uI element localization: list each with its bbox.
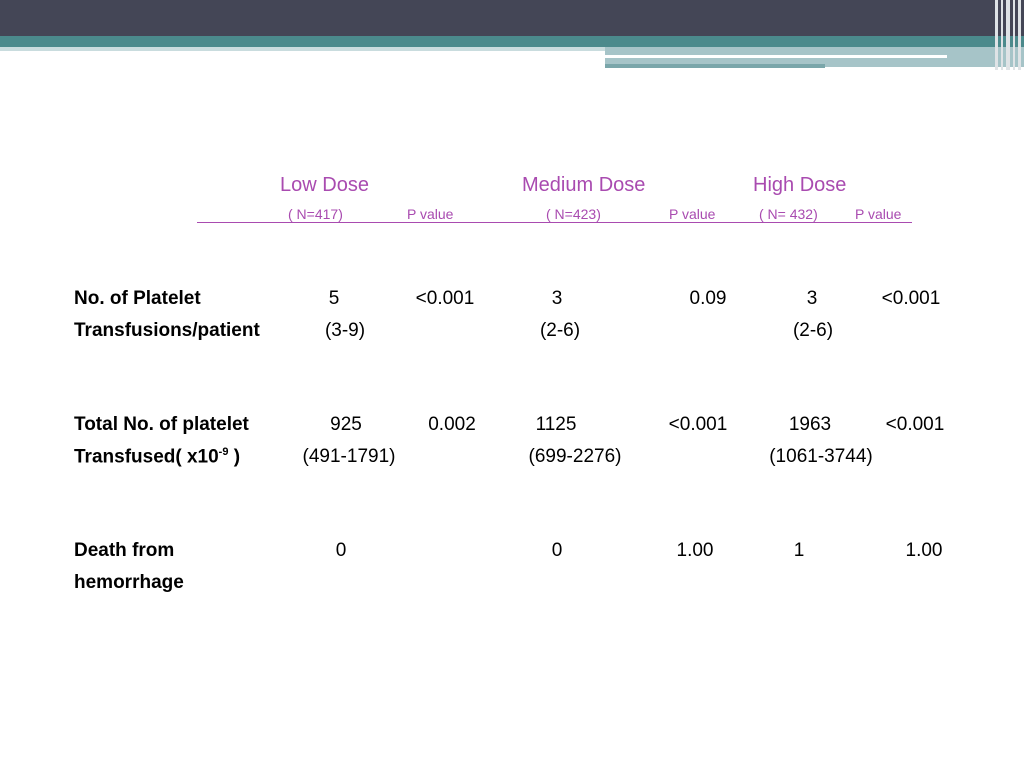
cell-low-range: (3-9) [324,320,366,341]
cell-high-value: 1 [793,540,805,561]
subheader-medium-n: ( N=423) [546,206,601,222]
header-white-line [605,55,947,58]
cell-low-range: (491-1791) [302,446,396,467]
cell-medium-p: 0.09 [689,288,727,309]
cell-medium-range: (2-6) [539,320,581,341]
cell-medium-range: (699-2276) [528,446,622,467]
header-high-dose: High Dose [753,174,847,196]
cell-low-value: 5 [328,288,340,309]
cell-medium-value: 1125 [535,414,577,435]
header-underline [197,222,912,223]
cell-high-value: 3 [806,288,818,309]
cell-high-p: <0.001 [881,288,941,309]
subheader-high-n: ( N= 432) [759,206,818,222]
cell-low-p: 0.002 [428,414,476,435]
header-band-accent [605,64,825,68]
subheader-low-n: ( N=417) [288,206,343,222]
cell-high-p: <0.001 [885,414,945,435]
row-label-total-platelets-line2: Transfused( x10-9 ) [74,446,241,468]
cell-high-range: (2-6) [792,320,834,341]
cell-medium-p: 1.00 [676,540,714,561]
cell-medium-value: 0 [551,540,563,561]
header-low-dose: Low Dose [280,174,369,196]
subheader-medium-p: P value [669,206,716,222]
row-label-death-hemorrhage: Death from [74,540,175,561]
cell-low-value: 0 [335,540,347,561]
cell-medium-value: 3 [551,288,563,309]
header-medium-dose: Medium Dose [522,174,646,196]
header-band-teal [0,36,1024,47]
subheader-high-p: P value [855,206,902,222]
row-label-platelet-transfusions: No. of Platelet [74,288,201,309]
header-band-under [0,47,605,51]
cell-high-p: 1.00 [905,540,943,561]
header-edge-stripes [993,0,1024,70]
cell-high-range: (1061-3744) [769,446,873,467]
cell-high-value: 1963 [788,414,832,435]
cell-low-value: 925 [330,414,362,435]
cell-medium-p: <0.001 [668,414,728,435]
row-label-total-platelets: Total No. of platelet [74,414,249,435]
subheader-low-p: P value [407,206,454,222]
row-label-platelet-transfusions-line2: Transfusions/patient [74,320,260,341]
cell-low-p: <0.001 [415,288,475,309]
header-band-dark [0,0,1024,36]
row-label-death-hemorrhage-line2: hemorrhage [74,572,184,593]
